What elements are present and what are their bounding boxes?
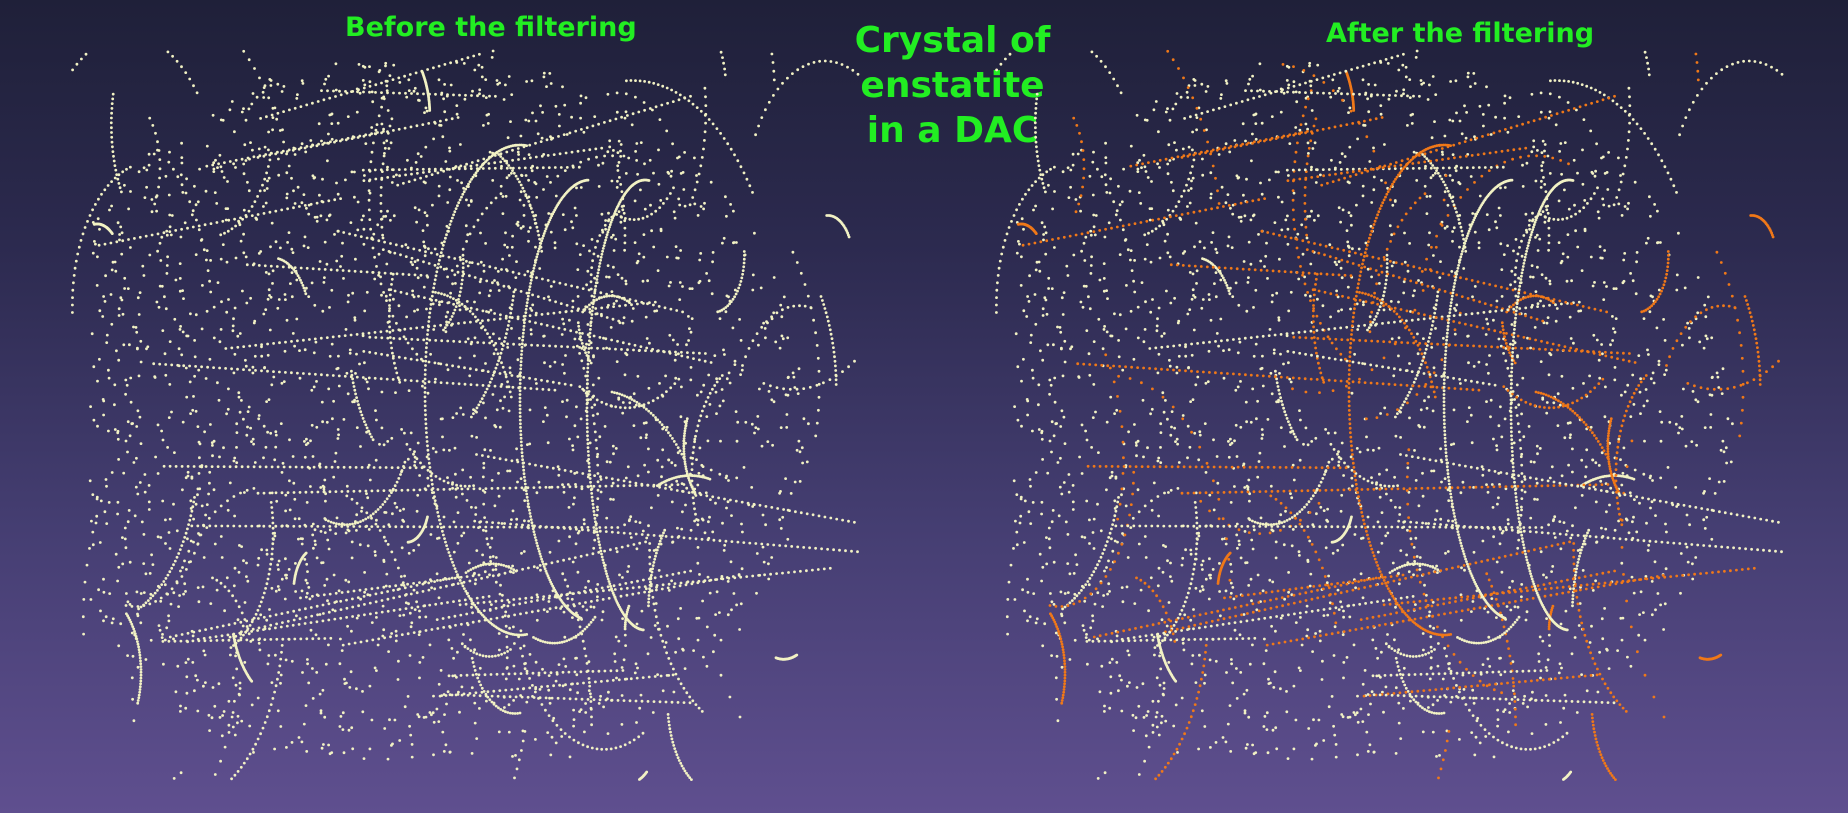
main-title: Crystal of enstatite in a DAC xyxy=(760,18,1145,153)
after-filtering-panel xyxy=(924,0,1848,813)
main-title-line-2: in a DAC xyxy=(866,110,1039,151)
main-title-line-1: Crystal of enstatite xyxy=(854,20,1051,106)
before-filtering-point-cloud xyxy=(71,49,860,781)
before-filtering-panel xyxy=(71,49,860,781)
after-filtering-title: After the filtering xyxy=(1326,18,1595,49)
after-filtering-point-cloud xyxy=(995,49,1784,781)
before-filtering-title: Before the filtering xyxy=(345,12,637,43)
